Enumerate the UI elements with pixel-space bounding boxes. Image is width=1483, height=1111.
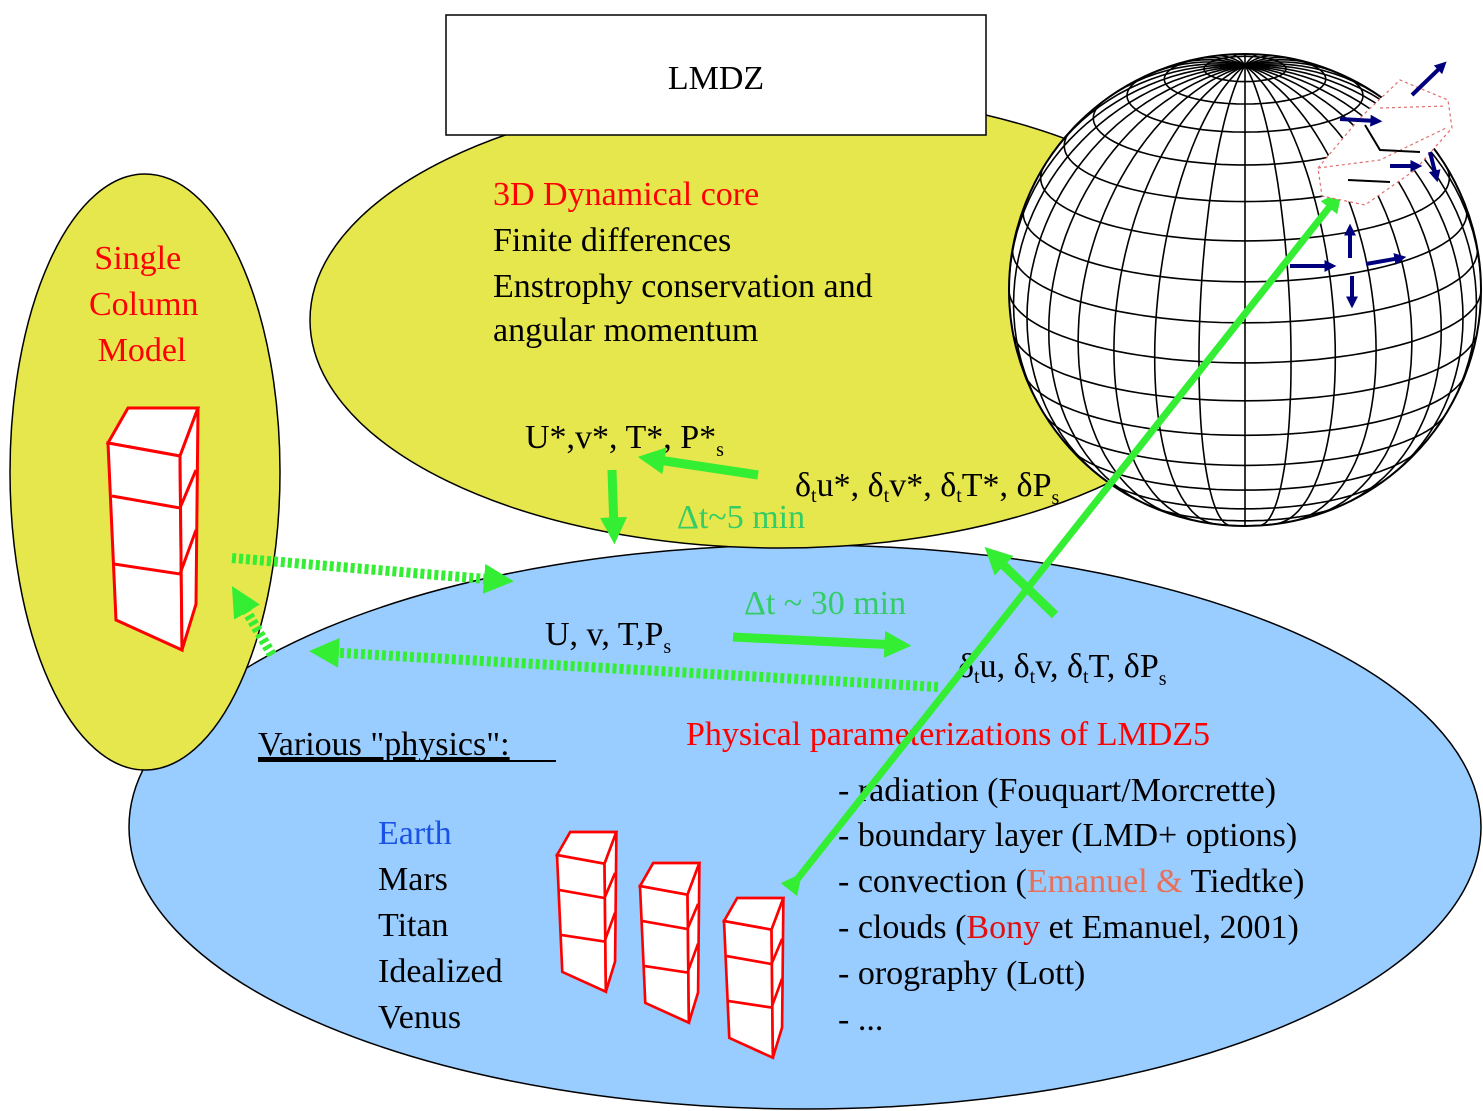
planet-titan: Titan [378,907,449,944]
physics-dt-label: Δt ~ 30 min [744,585,906,622]
globe-grid-line [1217,54,1246,67]
globe-grid-line [1244,58,1314,67]
globe-grid-line [1244,64,1377,521]
grid-cell-icon [1317,79,1453,206]
arrow-icon [231,553,514,594]
param-radiation: - radiation (Fouquart/Morcrette) [838,772,1276,809]
arrow-icon [1410,61,1447,97]
globe-grid-line [1197,56,1246,67]
arrow-icon [1339,114,1383,127]
globe-grid-line [1107,63,1246,99]
globe-grid-line [1244,61,1344,77]
param-orography: - orography (Lott) [838,955,1085,992]
arrow-icon [637,447,759,480]
dynamics-state-vars: U*,v*, T*, P*s [525,419,724,461]
globe-grid-line [1244,56,1293,67]
globe-grid-line [1244,54,1273,67]
dynamics-dt-label: Δt~5 min [677,499,805,536]
title-box-label: LMDZ [668,60,764,97]
param-more: - ... [838,1001,883,1038]
dynamics-heading: 3D Dynamical core [493,176,759,213]
physics-heading: Physical parameterizations of LMDZ5 [686,716,1210,753]
planet-idealized: Idealized [378,953,503,990]
planet-venus: Venus [378,999,461,1036]
globe-grid-line [1176,58,1246,67]
arrow-icon [600,469,628,545]
globe-grid-line [1244,64,1464,477]
dynamics-line-1: Finite differences [493,222,731,259]
physics-tendencies: δtu, δtv, δtT, δPs [958,648,1167,690]
param-boundary-layer: - boundary layer (LMD+ options) [838,817,1297,854]
column-box-icon [554,830,619,994]
param-convection: - convection (Emanuel & Tiedtke) [838,863,1304,900]
title-box [445,14,987,136]
arrow-icon [780,191,1342,897]
globe-grid-line [1244,64,1478,415]
globe-grid-line [1244,54,1260,67]
globe-grid-line [1244,63,1383,99]
globe-grid-line [1230,54,1246,67]
arrow-icon [1365,253,1407,266]
dynamics-line-3: angular momentum [493,312,758,349]
scm-label: Single Column Model [89,240,207,369]
dynamics-tendencies: δtu*, δtv*, δtT*, δPs [795,467,1059,509]
globe-grid-line [1146,61,1246,77]
column-box-icon [721,896,786,1060]
column-box-icon [637,861,702,1025]
arrow-icon [231,586,277,658]
dynamics-line-2: Enstrophy conservation and [493,268,873,305]
globe-grid-line [1244,64,1443,501]
planet-mars: Mars [378,861,448,898]
arrow-icon [309,637,939,692]
arrow-icon [1428,151,1441,183]
various-physics-label: Various "physics": [258,726,510,763]
planet-earth: Earth [378,815,452,852]
physics-state-vars: U, v, T,Ps [545,616,671,658]
column-box-icon [105,406,201,653]
globe-grid-line [1244,64,1413,515]
globe-grid-line [1050,64,1246,157]
param-clouds: - clouds (Bony et Emanuel, 2001) [838,909,1299,946]
